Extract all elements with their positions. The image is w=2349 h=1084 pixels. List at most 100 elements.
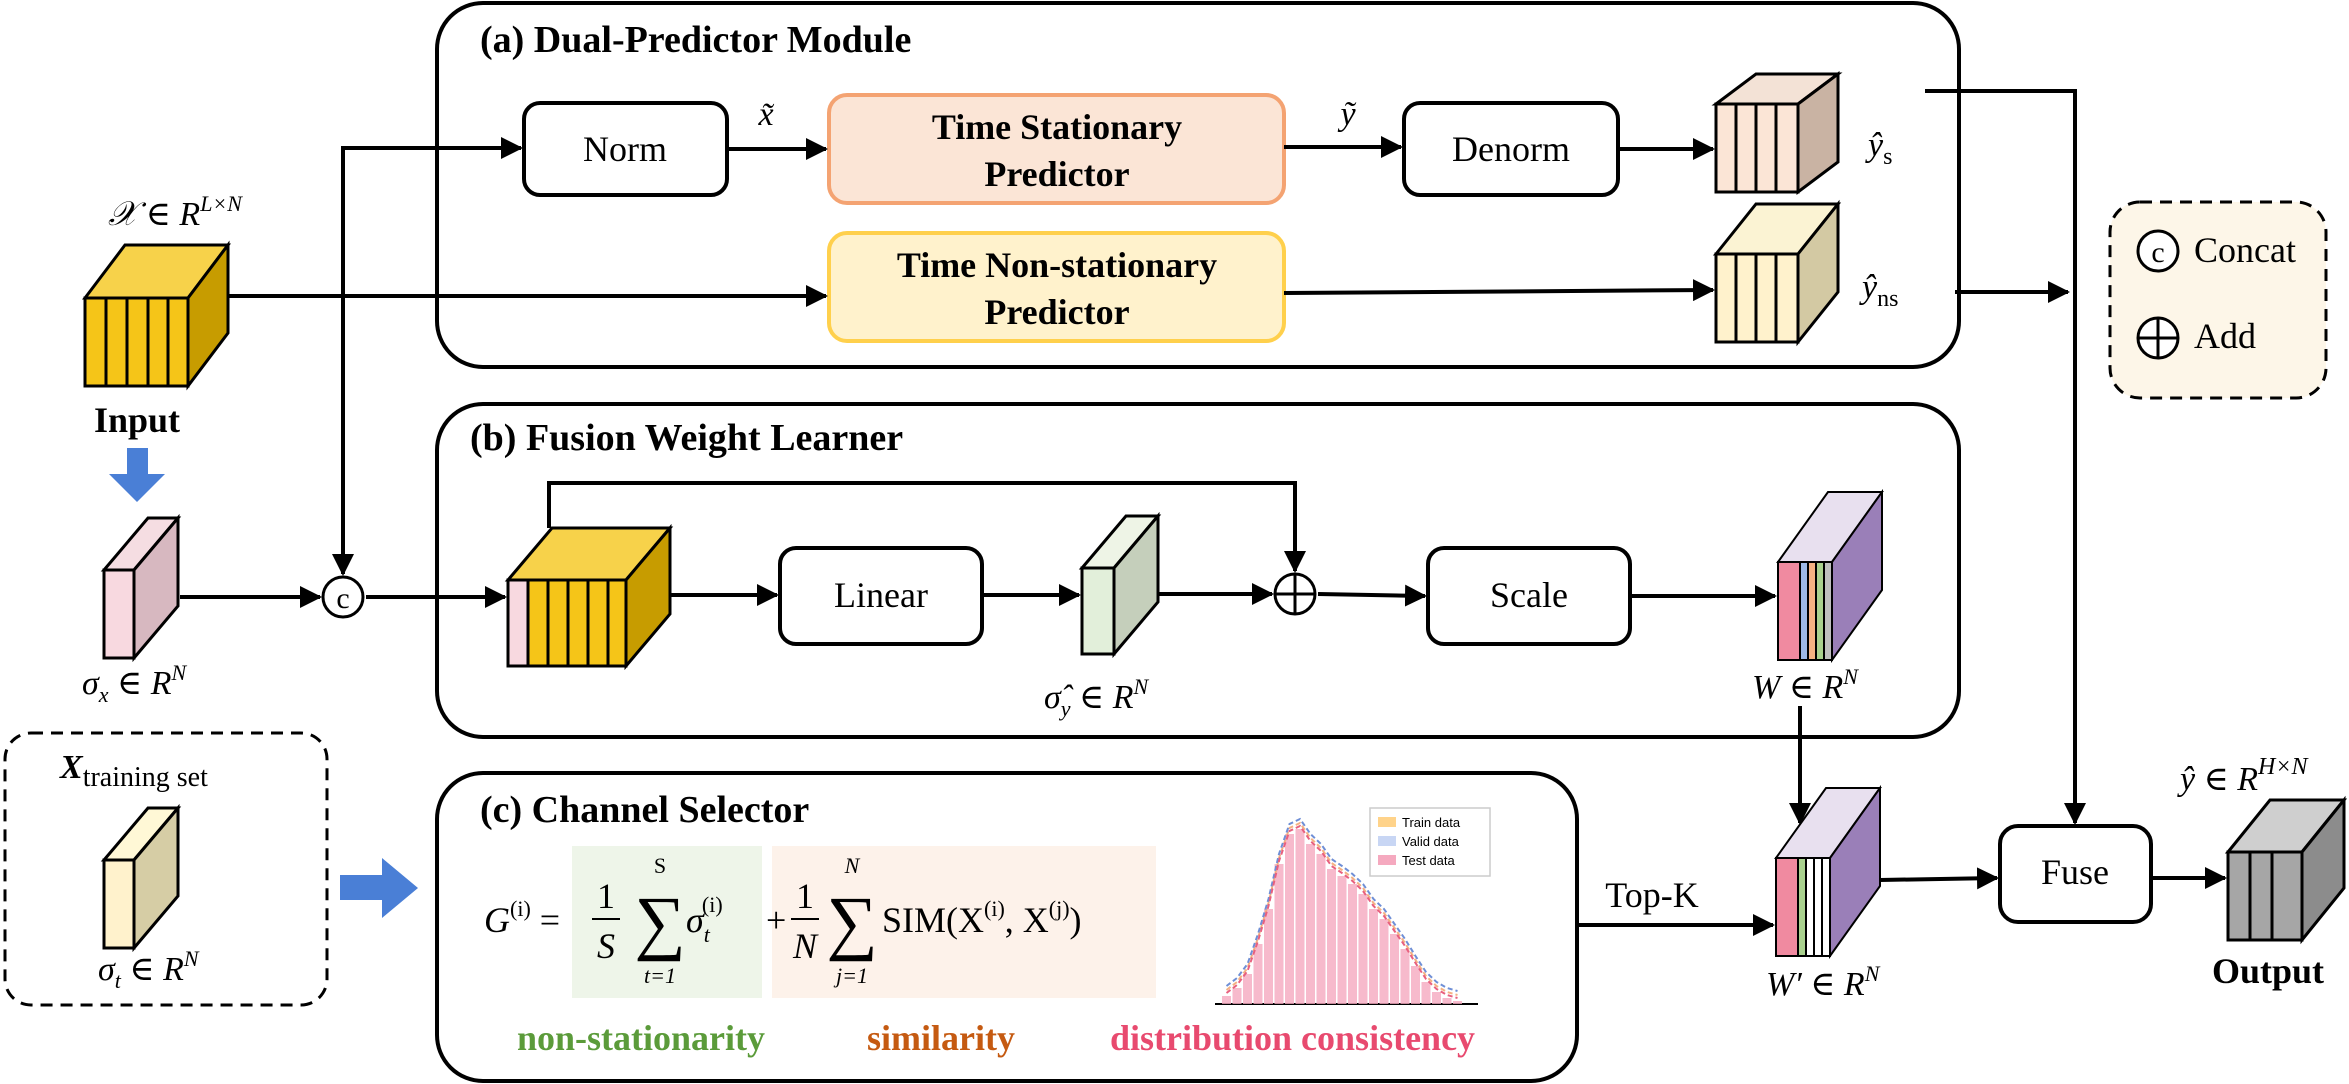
concat-node — [321, 575, 365, 619]
svg-text:t=1: t=1 — [644, 963, 676, 988]
histogram-bar — [1337, 876, 1347, 1004]
svg-text:SIM(X(i), X(j)): SIM(X(i), X(j)) — [882, 896, 1082, 940]
training-right-arrow — [340, 858, 418, 918]
histogram-bar — [1316, 854, 1326, 1004]
training-set-label: Xtraining set — [59, 749, 208, 793]
histogram-bar — [1295, 829, 1305, 1004]
input-down-arrow — [109, 448, 165, 502]
sigma-x-slab — [100, 513, 182, 663]
input-tensor — [81, 240, 232, 391]
histogram-bar — [1232, 988, 1242, 1004]
svg-text:σt(i): σt(i) — [686, 892, 723, 947]
w-label: W ∈ RN — [1752, 664, 1859, 706]
distribution-histogram — [1215, 817, 1478, 1005]
nonstationary-label-1: Time Non-stationary — [897, 245, 1217, 285]
histogram-bar — [1369, 909, 1378, 1004]
valid-legend-swatch — [1378, 836, 1396, 846]
fuse-box — [1998, 824, 2153, 924]
svg-text:∑: ∑ — [826, 882, 877, 962]
histogram-bar — [1285, 834, 1294, 1004]
histogram-bar — [1274, 864, 1284, 1004]
concat-legend-label: Concat — [2194, 230, 2296, 270]
concat-legend-icon — [2136, 229, 2180, 273]
output-label: Output — [2212, 951, 2324, 991]
dual-predictor-title: (a) Dual-Predictor Module — [480, 19, 911, 61]
test-legend-label: Test data — [1402, 853, 1456, 868]
svg-text:S: S — [597, 926, 615, 966]
similarity-label: similarity — [867, 1018, 1015, 1058]
input-label: Input — [94, 400, 180, 440]
svg-text:S: S — [654, 853, 666, 878]
concat-legend-symbol: c — [2151, 236, 2164, 269]
stationary-label-2: Predictor — [984, 154, 1129, 194]
histogram-bar — [1411, 966, 1420, 1004]
stationary-label-1: Time Stationary — [932, 107, 1182, 147]
formula-highlight-similarity — [772, 846, 1156, 998]
channel-selection-formula: G(i) = 1 S S ∑ t=1 σt(i) + 1 N N ∑ j=1 S… — [484, 853, 1082, 988]
add-legend-label: Add — [2194, 316, 2256, 356]
histogram-bar — [1453, 1001, 1462, 1004]
sigma-y-slab — [1078, 511, 1162, 659]
channel-selector-title: (c) Channel Selector — [480, 789, 809, 831]
svg-text:1: 1 — [597, 876, 615, 916]
topk-label: Top-K — [1605, 875, 1698, 915]
train-legend-swatch — [1378, 817, 1396, 827]
output-dim-label: ŷ ∈ RH×N — [2177, 754, 2310, 798]
svg-text:∑: ∑ — [634, 882, 685, 962]
density-curve — [1225, 817, 1458, 992]
formula-highlight-nonstationarity — [572, 846, 762, 998]
histogram-bar — [1432, 992, 1441, 1004]
nonstationary-label-2: Predictor — [984, 292, 1129, 332]
histogram-bar — [1253, 944, 1263, 1004]
sigma-t-slab — [100, 803, 182, 953]
sigma-x-label: σx ∈ RN — [82, 660, 187, 707]
distribution-consistency-label: distribution consistency — [1110, 1018, 1475, 1058]
svg-text:1: 1 — [796, 876, 814, 916]
valid-legend-label: Valid data — [1402, 834, 1460, 849]
x-tilde-label: x̃ — [757, 96, 774, 133]
y-ns-tensor — [1712, 199, 1842, 347]
sigma-t-label: σt ∈ RN — [98, 946, 200, 993]
sigma-y-label: σ̂y ∈ RN — [1044, 674, 1149, 721]
fusion-weight-title: (b) Fusion Weight Learner — [470, 417, 903, 459]
fusion-weight-panel — [435, 402, 1961, 739]
histogram-bar — [1327, 869, 1336, 1004]
density-curve — [1225, 824, 1458, 999]
svg-text:N: N — [844, 853, 861, 878]
train-legend-label: Train data — [1402, 815, 1461, 830]
histogram-bar — [1306, 844, 1315, 1004]
y-s-label: ŷs — [1865, 127, 1892, 170]
arrows — [180, 89, 2227, 936]
w-prime-tensor — [1774, 784, 1882, 960]
nonstationarity-label: non-stationarity — [517, 1018, 765, 1058]
histogram-bar — [1358, 894, 1368, 1004]
test-legend-swatch — [1378, 855, 1396, 865]
linear-label: Linear — [834, 575, 928, 615]
w-tensor — [1776, 488, 1884, 664]
y-tilde-label: ỹ — [1337, 96, 1356, 133]
histogram-bar — [1390, 934, 1399, 1004]
dual-predictor-panel — [435, 1, 1961, 369]
histogram-bar — [1264, 909, 1273, 1004]
histogram-bar — [1421, 982, 1431, 1004]
y-ns-label: ŷns — [1859, 269, 1898, 312]
histogram-bar — [1442, 998, 1452, 1004]
svg-text:+: + — [766, 900, 786, 940]
output-tensor — [2224, 795, 2348, 945]
w-prime-label: W′ ∈ RN — [1766, 961, 1881, 1003]
svg-text:j=1: j=1 — [833, 963, 868, 988]
training-set-box — [3, 731, 329, 1007]
histogram-bar — [1379, 919, 1389, 1004]
concat-node-symbol: c — [336, 582, 349, 615]
histogram-bar — [1348, 884, 1357, 1004]
denorm-label: Denorm — [1452, 129, 1570, 169]
histogram-bar — [1400, 949, 1410, 1004]
fuse-label: Fuse — [2041, 852, 2109, 892]
input-dim-label: 𝒳 ∈ RL×N — [108, 191, 243, 233]
density-curve — [1225, 821, 1458, 996]
scale-label: Scale — [1490, 575, 1568, 615]
y-s-tensor — [1711, 71, 1843, 195]
time-nonstationary-predictor — [827, 231, 1286, 343]
svg-text:G(i) =: G(i) = — [484, 896, 560, 940]
norm-label: Norm — [583, 129, 667, 169]
